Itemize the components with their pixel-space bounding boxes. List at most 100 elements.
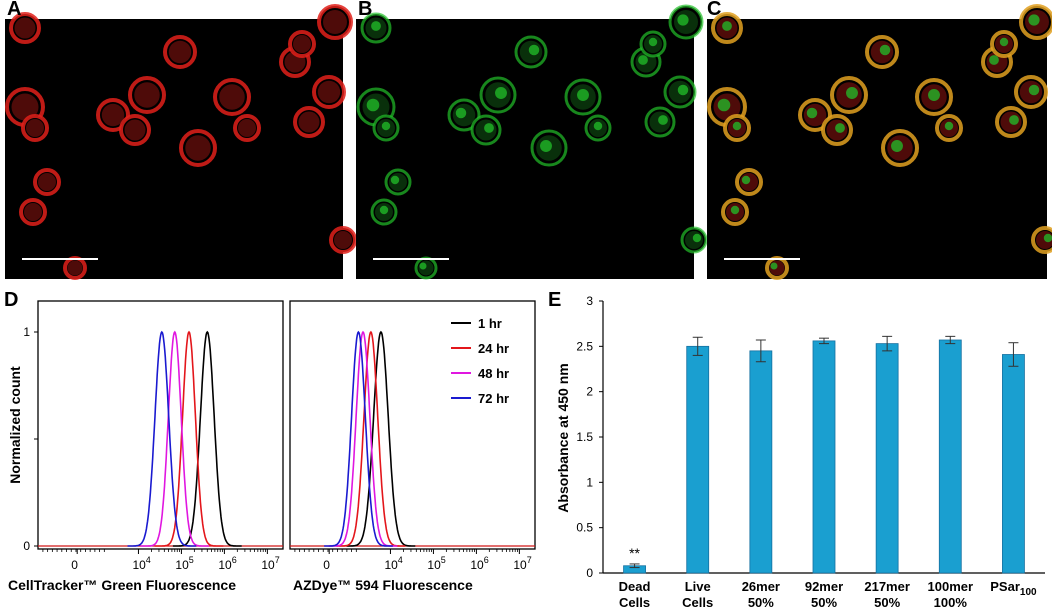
cell-body — [134, 82, 160, 108]
cell-spot — [379, 205, 389, 215]
cell — [163, 35, 197, 69]
cell-spot — [879, 44, 891, 56]
cell-body — [26, 119, 44, 137]
cell — [233, 114, 261, 142]
category-label-line2: Cells — [619, 595, 650, 610]
series-curve-1hr — [346, 330, 416, 547]
bar-y-axis-label: Absorbance at 450 nm — [555, 363, 571, 512]
cell-spot — [366, 98, 380, 112]
cell — [213, 78, 251, 116]
cells-b — [356, 4, 708, 280]
bar — [938, 339, 962, 574]
cell-spot — [677, 14, 689, 26]
category-label: Live — [685, 579, 711, 594]
cell-spot — [741, 175, 751, 185]
cell — [317, 4, 353, 40]
x-tick-label: 105 — [427, 555, 445, 572]
cell-spot — [1009, 115, 1019, 125]
cell-spot — [928, 89, 940, 101]
cell-spot — [1028, 84, 1040, 96]
x-tick-label: 106 — [470, 555, 488, 572]
cell-body — [185, 135, 211, 161]
cell-spot — [484, 123, 494, 133]
cell-body — [219, 84, 245, 110]
cell-body — [14, 17, 36, 39]
bar — [749, 350, 773, 574]
cell — [179, 129, 217, 167]
cell-body — [238, 119, 256, 137]
category-label-line2: 50% — [748, 595, 774, 610]
cell-spot — [730, 205, 740, 215]
flow-right-x-axis-label: AZDye™ 594 Fluorescence — [293, 577, 473, 593]
cell-spot — [835, 123, 845, 133]
cell-spot — [692, 233, 702, 243]
category-label-line2: Cells — [682, 595, 713, 610]
cells-a — [5, 4, 357, 280]
cell-spot — [677, 84, 689, 96]
y-tick-label: 2 — [586, 385, 593, 399]
x-tick-label: 0 — [323, 558, 330, 572]
y-tick-label: 1 — [23, 325, 30, 339]
cell-body — [323, 10, 347, 34]
y-tick-label: 3 — [586, 294, 593, 308]
x-tick-label: 107 — [513, 555, 531, 572]
cell-body — [24, 203, 42, 221]
panel-e: E Absorbance at 450 nm 0 0.5 1 1.5 2 2.5 3 Dead… — [548, 289, 1045, 610]
cell-body — [11, 93, 39, 121]
x-tick-label: 107 — [261, 555, 279, 572]
cell — [21, 114, 49, 142]
y-tick-label: 0 — [23, 539, 30, 553]
flow-left-frame — [37, 300, 284, 550]
cell-body — [38, 173, 56, 191]
series-curve-24hr — [154, 330, 224, 547]
panel-c: C — [707, 0, 1052, 280]
cell-spot — [648, 37, 658, 47]
panel-b: B — [356, 0, 708, 280]
bar — [875, 343, 899, 574]
cell — [288, 30, 316, 58]
cell-spot — [593, 121, 603, 131]
cell-spot — [455, 107, 467, 119]
cell — [96, 98, 130, 132]
bar-chart: 00.511.522.53DeadCellsLiveCells26mer50%9… — [576, 294, 1045, 610]
flow-y-axis-label: Normalized count — [7, 366, 23, 484]
cell — [119, 114, 151, 146]
cell-spot — [846, 87, 858, 99]
bar — [686, 345, 710, 574]
cell — [33, 168, 61, 196]
bar — [812, 340, 836, 574]
y-tick-label: 0 — [586, 566, 593, 580]
cell — [19, 198, 47, 226]
cell-spot — [891, 140, 903, 152]
cell-body — [334, 231, 352, 249]
cell-spot — [390, 175, 400, 185]
cell-spot — [381, 121, 391, 131]
category-label-line2: 50% — [874, 595, 900, 610]
y-tick-label: 2.5 — [576, 339, 593, 353]
cell-spot — [944, 121, 954, 131]
flow-left-plot: 0 104 105 106 107 0 1 — [23, 325, 283, 572]
cell-body — [168, 40, 192, 64]
y-tick-label: 1.5 — [576, 430, 593, 444]
legend-label: 72 hr — [478, 391, 509, 406]
panel-label-b: B — [358, 0, 372, 20]
category-label: PSar100 — [990, 579, 1037, 598]
panel-label-a: A — [7, 0, 21, 20]
cell-spot — [528, 44, 540, 56]
x-tick-label: 104 — [132, 555, 150, 572]
panel-label-e: E — [548, 289, 561, 311]
category-label: 26mer — [742, 579, 780, 594]
legend-label: 48 hr — [478, 366, 509, 381]
cell-spot — [722, 21, 732, 31]
cell-spot — [770, 262, 778, 270]
cell — [312, 75, 346, 109]
cell-spot — [806, 107, 818, 119]
cell-spot — [371, 21, 381, 31]
panel-label-d: D — [4, 289, 18, 311]
cell — [9, 12, 41, 44]
cell — [293, 106, 325, 138]
cell-spot — [732, 121, 742, 131]
cell — [128, 76, 166, 114]
x-tick-label: 105 — [175, 555, 193, 572]
panel-a: A — [5, 0, 357, 280]
